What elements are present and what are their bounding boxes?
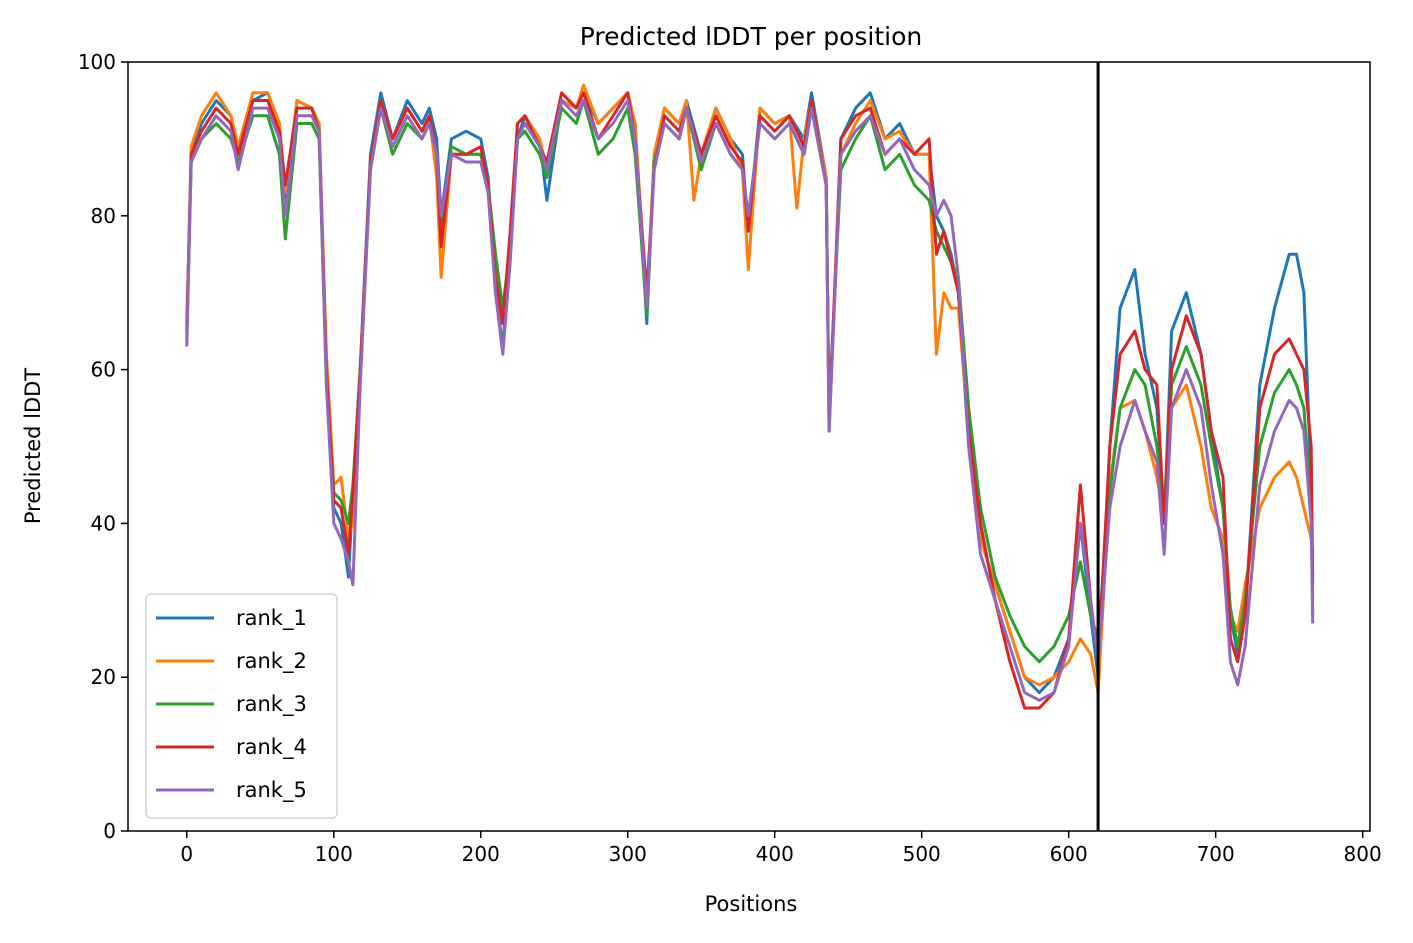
series-line-rank_5 <box>185 99 1315 702</box>
y-tick-label: 0 <box>103 819 116 843</box>
legend-label-rank_1: rank_1 <box>236 606 307 631</box>
x-axis: 0 100 200 300 400 500 600 700 800 <box>180 831 1382 866</box>
legend-box <box>145 593 338 819</box>
axes-frame <box>127 61 1371 832</box>
x-tick-label: 800 <box>1344 842 1382 866</box>
y-tick-label: 80 <box>91 204 116 228</box>
y-tick-label: 100 <box>78 50 116 74</box>
x-tick-label: 100 <box>315 842 353 866</box>
x-tick-label: 300 <box>609 842 647 866</box>
legend-label-rank_5: rank_5 <box>236 778 307 803</box>
x-axis-label: Positions <box>705 892 798 916</box>
y-tick-label: 40 <box>91 511 116 535</box>
series-line-rank_4 <box>185 91 1315 710</box>
legend-label-rank_3: rank_3 <box>236 692 307 717</box>
chart-title: Predicted lDDT per position <box>580 22 922 51</box>
legend: rank_1 rank_2 rank_3 rank_4 rank_5 <box>145 593 338 819</box>
x-tick-label: 0 <box>180 842 193 866</box>
y-axis: 0 20 40 60 80 100 <box>78 50 128 843</box>
legend-label-rank_4: rank_4 <box>236 735 307 760</box>
legend-label-rank_2: rank_2 <box>236 649 307 674</box>
x-tick-label: 700 <box>1197 842 1235 866</box>
plot-area <box>185 62 1315 831</box>
x-tick-label: 600 <box>1050 842 1088 866</box>
x-tick-label: 400 <box>756 842 794 866</box>
y-tick-label: 60 <box>91 358 116 382</box>
x-tick-label: 200 <box>462 842 500 866</box>
x-tick-label: 500 <box>903 842 941 866</box>
y-axis-label: Predicted lDDT <box>21 368 45 524</box>
y-tick-label: 20 <box>91 665 116 689</box>
